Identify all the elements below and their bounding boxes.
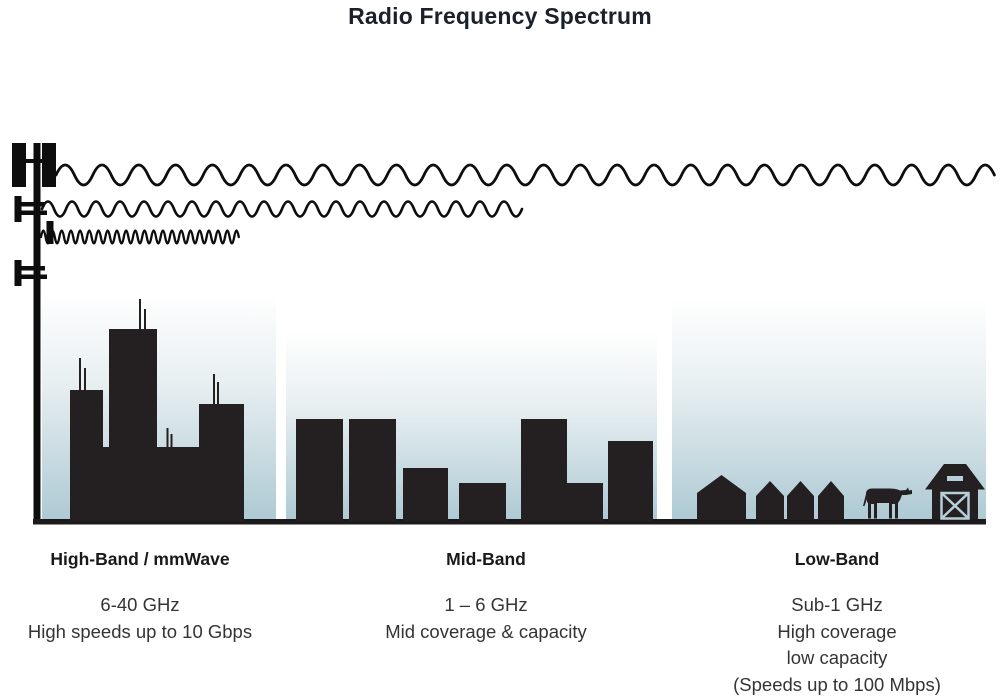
- city-building: [199, 404, 244, 521]
- midband-building: [349, 419, 396, 521]
- midband-building: [608, 441, 653, 521]
- cell-tower-crossbar: [19, 210, 47, 215]
- band-info-line: low capacity: [786, 647, 888, 668]
- band-info-line: 6-40 GHz: [100, 594, 180, 615]
- band-info-line: (Speeds up to 100 Mbps): [733, 673, 941, 695]
- midband-building: [296, 419, 343, 521]
- cell-tower-antenna-panel: [14, 196, 22, 222]
- city-building: [109, 329, 157, 521]
- cell-tower-antenna-panel: [42, 143, 56, 187]
- cell-tower-crossbar: [15, 202, 45, 207]
- high-band-lines: 6-40 GHz High speeds up to 10 Gbps: [10, 592, 270, 645]
- high-band-heading: High-Band / mmWave: [50, 549, 230, 569]
- low-band-lines: Sub-1 GHz High coverage low capacity (Speed…: [707, 592, 967, 698]
- high-band-wave: [39, 229, 240, 245]
- low-band-heading: Low-Band: [794, 549, 880, 569]
- cell-tower-crossbar: [19, 274, 47, 279]
- cell-tower-crossbar: [26, 159, 56, 163]
- cow-icon: [863, 487, 912, 519]
- barn-door-frame: [940, 491, 970, 520]
- rf-spectrum-diagram: [12, 143, 996, 525]
- mid-band-heading: Mid-Band: [446, 549, 526, 569]
- band-info-line: High speeds up to 10 Gbps: [27, 620, 253, 642]
- house-icon: [756, 481, 784, 520]
- mid-band-label: Mid-Band 1 – 6 GHz Mid coverage & capacit…: [355, 549, 617, 645]
- barn-door-crossbuck: [940, 492, 970, 520]
- cell-tower-antenna-panel: [12, 143, 26, 187]
- cell-tower-pole: [33, 143, 41, 519]
- midband-building: [567, 483, 603, 521]
- band-info-line: Sub-1 GHz: [791, 594, 883, 615]
- low-band-label: Low-Band Sub-1 GHz High coverage low capac…: [707, 549, 967, 698]
- mid-band-wave: [40, 200, 524, 218]
- page-title: Radio Frequency Spectrum: [348, 3, 652, 29]
- band-info-line: 1 – 6 GHz: [444, 594, 528, 615]
- city-building: [70, 390, 103, 521]
- barn-loft-window: [947, 476, 963, 481]
- cell-tower-antenna-panel: [14, 260, 22, 286]
- cell-tower-antenna-panel: [46, 221, 54, 244]
- midband-building: [521, 419, 567, 521]
- cell-tower-crossbar: [15, 266, 45, 271]
- midband-building: [403, 468, 448, 521]
- barn-icon: [925, 464, 985, 519]
- band-info-line: Mid coverage & capacity: [385, 620, 587, 642]
- high-band-label: High-Band / mmWave 6-40 GHz High speeds u…: [10, 549, 270, 645]
- mid-band-lines: 1 – 6 GHz Mid coverage & capacity: [355, 592, 617, 645]
- house-icon: [787, 481, 814, 520]
- low-band-wave: [54, 163, 996, 187]
- band-info-line: High coverage: [777, 620, 897, 642]
- ground-line: [33, 519, 986, 525]
- house-icon: [818, 481, 844, 520]
- midband-building: [459, 483, 506, 521]
- house-icon: [697, 475, 746, 520]
